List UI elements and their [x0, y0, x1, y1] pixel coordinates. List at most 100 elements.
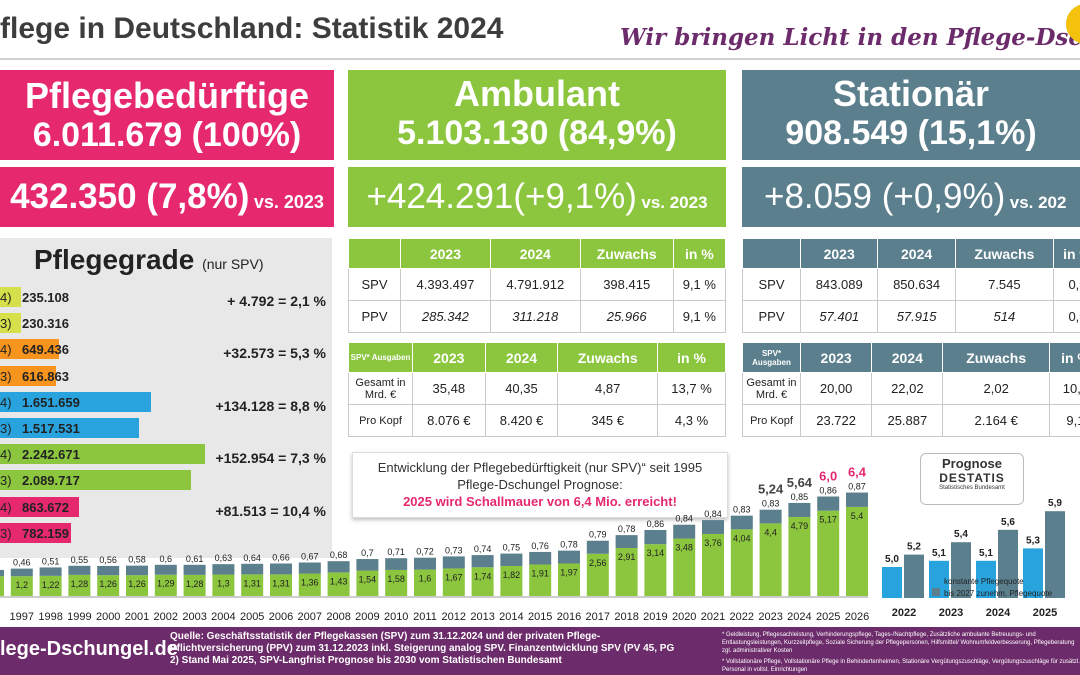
stationaer-delta-box: +8.059 (+0,9%) vs. 202 [742, 167, 1080, 227]
stationaer-bar [586, 540, 609, 554]
stationaer-value: 908.549 (15,1%) [785, 114, 1037, 152]
ambulant-value-label: 3,14 [647, 548, 665, 558]
ambulant-value-label: 1,26 [99, 579, 117, 589]
sta-t2-r0c4: 10,1 [1048, 372, 1080, 405]
amb-t1-h3: Zuwachs [579, 238, 674, 269]
year-tick-label: 2009 [355, 611, 379, 623]
page-title: flege in Deutschland: Statistik 2024 [0, 12, 504, 45]
amb-t2-h3: Zuwachs [557, 342, 659, 373]
development-line1: Entwicklung der Pflegebedürftigkeit (nur… [377, 460, 703, 475]
sta-t1-r1c4: 0,9 [1052, 300, 1080, 333]
sta-t2-h2: 2024 [871, 342, 944, 373]
amb-t1-r1c0: PPV [348, 300, 401, 333]
ambulant-value-label: 1,97 [560, 567, 578, 577]
footer-note-2: * Vollstationäre Pflege, Vollstationäre … [722, 659, 1080, 673]
pflegegrade-bar-label: 3) [0, 473, 12, 489]
amb-t2-r1c4: 4,3 % [657, 404, 726, 437]
table-row: Pro Kopf 8.076 € 8.420 € 345 € 4,3 % [348, 404, 726, 437]
stationaer-bar [270, 563, 292, 575]
pflegegrade-subtitle: (nur SPV) [202, 256, 264, 272]
pflegegrade-bar-label: 3) [0, 421, 12, 436]
ambulant-value-label: 1,54 [359, 575, 377, 585]
stationaer-value-label: 0,51 [42, 556, 60, 566]
stationaer-value-label: 0,72 [416, 547, 434, 557]
amb-t2-h0: SPV* Ausgaben [348, 342, 413, 373]
year-tick-label: 2012 [442, 611, 466, 623]
legend-label-increasing: bis 2027 zunehm. Pflegequote [944, 589, 1053, 598]
year-tick-label: 2004 [211, 611, 235, 623]
pflegegrade-bar-value: 782.159 [22, 525, 69, 541]
footer-site-link[interactable]: lege-Dschungel.de [0, 638, 178, 660]
sta-t2-r1c1: 23.722 [799, 404, 873, 437]
stationaer-vs: vs. 202 [1009, 193, 1067, 212]
sta-t1-h3: Zuwachs [954, 238, 1054, 269]
stationaer-bar [702, 520, 724, 534]
pflegegrade-delta: + 4.792 = 2,1 % [227, 293, 326, 309]
ambulant-bar [442, 568, 465, 596]
amb-t2-r1c1: 8.076 € [412, 404, 486, 437]
ambulant-value-label: 1,6 [419, 574, 432, 584]
development-chart: 1,2861,20,4619971,220,5119981,280,551999… [0, 465, 869, 623]
stationaer-bar [0, 569, 4, 577]
stationaer-bar [154, 564, 177, 575]
stationaer-value-label: 0,68 [330, 550, 348, 560]
development-line3: 2025 wird Schallmauer von 6,4 Mio. errei… [403, 494, 677, 509]
footer [0, 627, 1080, 675]
stationaer-bar [298, 562, 321, 574]
ambulant-bar [644, 544, 667, 596]
ambulant-value-label: 3,76 [704, 538, 722, 548]
ambulant-value-label: 1,31 [272, 578, 290, 588]
year-tick-label: 2018 [614, 611, 638, 623]
stationaer-box: Stationär 908.549 (15,1%) [742, 70, 1080, 160]
ambulant-bar [615, 547, 638, 596]
pflegegrade-bar-value: 230.316 [22, 316, 69, 332]
stationaer-value-label: 0,58 [128, 555, 146, 565]
amb-t1-r0c4: 9,1 % [672, 268, 727, 301]
sta-t2-h3: Zuwachs [942, 342, 1050, 373]
stationaer-bar [673, 524, 696, 539]
stationaer-value-label: 0,87 [848, 482, 866, 492]
ambulant-value-label: 1,3 [217, 579, 230, 589]
pflegegrade-title-text: Pflegegrade [34, 244, 195, 275]
ambulant-bar [586, 553, 609, 596]
pflegegrade-bar [0, 391, 151, 412]
table-row: PPV 285.342 311.218 25.966 9,1 % [348, 300, 727, 333]
sta-t1-h4: in % [1052, 238, 1080, 269]
ambulant-value-label: 1,67 [445, 572, 463, 582]
stationaer-bar [471, 555, 494, 568]
ambulant-delta-box: +424.291(+9,1%) vs. 2023 [348, 167, 726, 227]
stationaer-value-label: 0,63 [215, 553, 233, 563]
amb-t1-r0c1: 4.393.497 [400, 268, 491, 301]
pflegegrade-bar-label: 3) [0, 525, 12, 541]
ambulant-bar [154, 574, 177, 596]
ambulant-bar [759, 523, 782, 596]
stationaer-value-label: 0,61 [186, 554, 204, 564]
ambulant-bar [0, 576, 4, 596]
stationaer-value-label: 0,78 [560, 540, 578, 550]
stationaer-bar [759, 509, 782, 524]
prognose-value-label: 5,2 [907, 542, 921, 553]
sta-t1-r0c2: 850.634 [877, 268, 956, 301]
stationaer-value-label: 0,84 [675, 514, 693, 524]
ambulant-value-label: 1,74 [474, 571, 492, 581]
amb-t1-r1c2: 311.218 [489, 300, 581, 333]
sta-t1-r1c3: 514 [954, 300, 1054, 333]
stationaer-bar [615, 535, 638, 548]
pflegegrade-bar [0, 470, 192, 491]
sta-t2-r1c4: 9,1 [1048, 404, 1080, 437]
stationaer-table-ausgaben: SPV* Ausgaben 2023 2024 Zuwachs in % Ges… [742, 342, 1080, 437]
pflegegrade-delta: +152.954 = 7,3 % [215, 450, 326, 467]
ambulant-value: 5.103.130 (84,9%) [397, 114, 677, 152]
ambulant-vs: vs. 2023 [641, 193, 708, 212]
stationaer-bar [730, 515, 753, 530]
stationaer-bar [846, 492, 868, 507]
ambulant-value-label: 1,2 [16, 580, 29, 590]
amb-t2-r0c0: Gesamt in Mrd. € [348, 372, 413, 405]
prognose-title: Prognose [942, 456, 1002, 471]
destatis-subtitle: Statistisches Bundesamt [939, 485, 1005, 491]
ambulant-value-label: 1,82 [503, 570, 521, 580]
ambulant-value-label: 1,58 [387, 574, 405, 584]
header-divider [0, 58, 1080, 60]
prognose-year-label: 2023 [939, 607, 963, 619]
year-tick-label: 2016 [557, 611, 581, 623]
